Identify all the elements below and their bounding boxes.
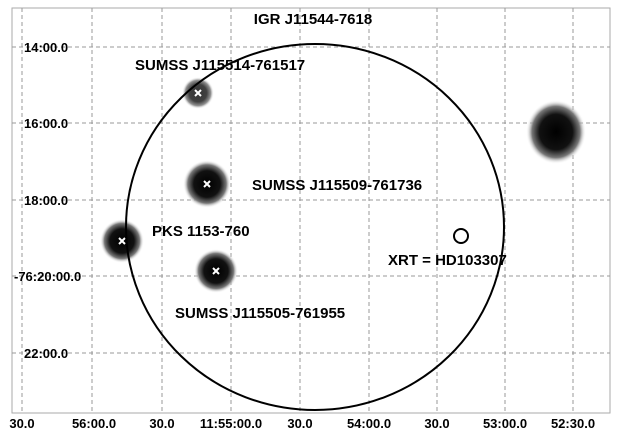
source-label: XRT = HD103307 [388, 252, 507, 269]
x-axis-label: 53:00.0 [483, 416, 527, 431]
y-axis-label: 16:00.0 [24, 116, 68, 131]
y-axis-label: -76:20:00.0 [14, 269, 81, 284]
grid [12, 8, 610, 413]
y-axis-label: 22:00.0 [24, 346, 68, 361]
sky-map: IGR J11544-7618 SUMSS J115514-761517 SUM… [0, 0, 622, 435]
source-label: SUMSS J115509-761736 [252, 177, 422, 194]
source-label: SUMSS J115505-761955 [175, 305, 345, 322]
x-axis-label: 30.0 [424, 416, 449, 431]
page: {"title": "IGR J11544-7618", "y_axis_lab… [0, 0, 622, 435]
x-axis-label: 30.0 [287, 416, 312, 431]
x-axis-label: 54:00.0 [347, 416, 391, 431]
x-axis-label: 30.0 [149, 416, 174, 431]
y-axis-label: 14:00.0 [24, 40, 68, 55]
x-axis-label: 52:30.0 [551, 416, 595, 431]
title: IGR J11544-7618 [254, 11, 372, 28]
x-axis-label: 30.0 [9, 416, 34, 431]
xrt-position [454, 229, 468, 243]
source-label: PKS 1153-760 [152, 223, 250, 240]
x-axis-label: 11:55:00.0 [200, 416, 262, 431]
y-axis-label: 18:00.0 [24, 193, 68, 208]
source-label: SUMSS J115514-761517 [135, 57, 305, 74]
frame [12, 8, 610, 413]
x-axis-label: 56:00.0 [72, 416, 116, 431]
